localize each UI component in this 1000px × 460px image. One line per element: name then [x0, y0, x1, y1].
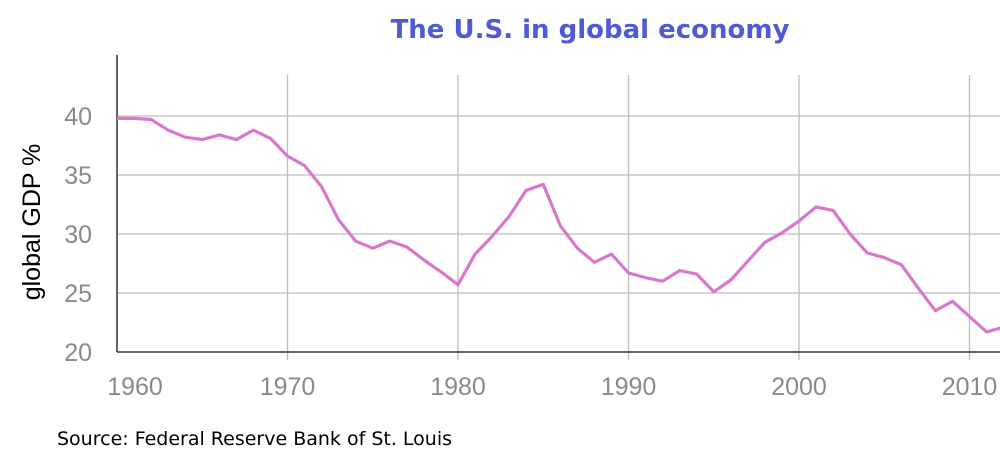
x-tick-labels: 1960 1970 1980 1990 2000 2010	[107, 373, 997, 401]
grid-lines	[117, 75, 1000, 360]
y-tick-label: 35	[64, 162, 92, 190]
axes	[116, 55, 1000, 353]
y-tick-label: 25	[64, 280, 92, 308]
y-tick-label: 40	[64, 103, 92, 131]
x-tick-label: 2010	[942, 373, 998, 401]
y-tick-label: 30	[64, 221, 92, 249]
x-tick-label: 1980	[430, 373, 486, 401]
x-tick-label: 1960	[107, 373, 163, 401]
y-axis-label: global GDP %	[18, 144, 46, 301]
x-tick-label: 2000	[771, 373, 827, 401]
x-tick-label: 1990	[601, 373, 657, 401]
y-tick-labels: 20 25 30 35 40	[64, 103, 92, 367]
source-note: Source: Federal Reserve Bank of St. Loui…	[57, 428, 453, 450]
series-line	[117, 116, 1000, 334]
y-tick-label: 20	[64, 339, 92, 367]
x-tick-label: 1970	[260, 373, 316, 401]
chart-title: The U.S. in global economy	[391, 15, 790, 45]
